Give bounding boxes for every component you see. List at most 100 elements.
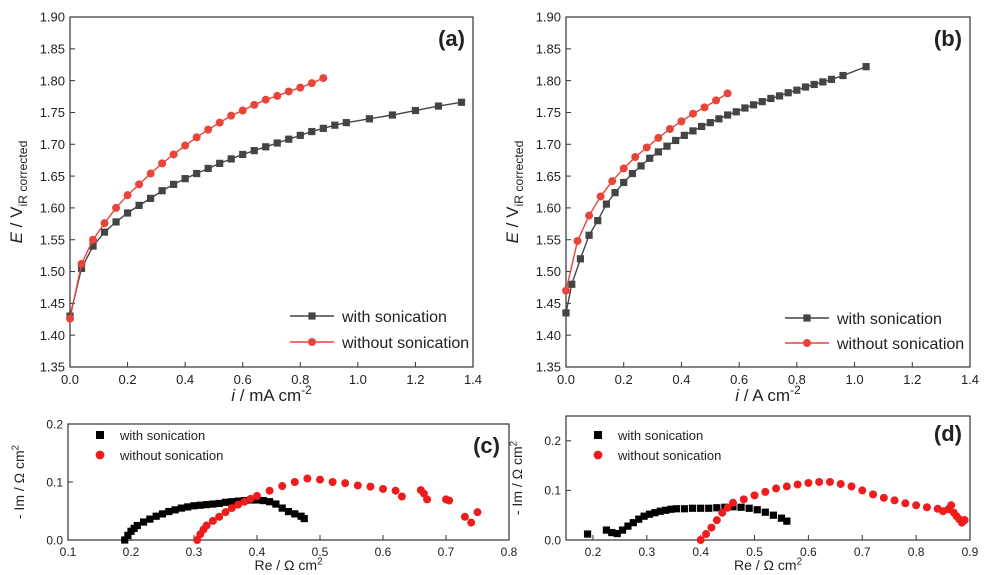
data-point [303, 474, 312, 483]
plot-frame [69, 16, 474, 368]
data-point [473, 508, 482, 517]
data-point [365, 115, 373, 123]
x-tick-label: 0.2 [119, 372, 137, 387]
data-point [784, 89, 792, 97]
data-point [353, 481, 362, 490]
x-axis-sup: 2 [317, 556, 322, 567]
x-axis-label: i / A cm-2 [735, 383, 801, 405]
data-point [723, 89, 732, 98]
data-point [165, 507, 173, 516]
x-axis-label: Re / Ω cm2 [254, 556, 322, 573]
data-point [562, 309, 570, 317]
x-tick-label: 1.0 [349, 372, 367, 387]
data-point [793, 86, 801, 94]
data-point [562, 286, 570, 295]
y-tick-label: 1.40 [536, 328, 561, 343]
x-axis-text: / mA cm [235, 386, 301, 405]
data-point [810, 80, 818, 89]
y-tick-label: 0.1 [544, 484, 561, 498]
data-point [146, 169, 155, 178]
data-point [133, 521, 141, 530]
data-point [388, 111, 396, 119]
panel-label: (a) [438, 26, 465, 51]
data-point [576, 255, 585, 263]
y-axis-symbol: E [503, 231, 522, 243]
data-point [697, 504, 705, 512]
data-point [869, 490, 878, 499]
data-point [596, 192, 605, 201]
data-point [300, 514, 308, 523]
data-point [680, 131, 688, 139]
x-tick-label: 0.3 [638, 545, 655, 559]
x-axis-sup: -2 [301, 383, 312, 397]
data-point [611, 189, 619, 197]
data-point [712, 516, 721, 525]
y-tick-label: 1.35 [536, 360, 561, 375]
legend-label: with sonication [341, 309, 447, 326]
data-point [209, 500, 217, 508]
data-point [266, 498, 274, 506]
series-line [565, 65, 867, 314]
x-axis-sup: -2 [790, 383, 801, 397]
data-point [825, 477, 834, 486]
y-tick-label: 1.70 [40, 137, 65, 152]
data-point [629, 519, 637, 527]
data-point [654, 133, 663, 142]
legend-label: without sonication [119, 448, 223, 463]
plot-frame [565, 16, 971, 368]
panel-label: (c) [473, 433, 500, 458]
data-point [147, 194, 155, 202]
data-point [698, 122, 706, 131]
data-point [227, 111, 236, 120]
y-axis-sup: 2 [508, 441, 519, 446]
data-point [656, 507, 664, 515]
panel-label: (d) [934, 421, 962, 446]
data-point [423, 495, 432, 504]
plot-frame [565, 415, 971, 541]
data-point [181, 175, 189, 183]
x-tick-label: 0.5 [746, 545, 763, 559]
x-axis-symbol: i [735, 386, 740, 405]
data-point [680, 505, 689, 513]
data-point [745, 504, 753, 512]
data-point [158, 187, 166, 195]
x-tick-label: 0.5 [312, 545, 329, 559]
data-point [901, 499, 910, 508]
data-point [608, 177, 617, 186]
x-tick-label: 0.4 [249, 545, 266, 559]
data-point [783, 517, 791, 525]
data-point [715, 115, 723, 123]
data-point [960, 516, 969, 525]
data-point [767, 94, 775, 103]
data-point [239, 150, 247, 159]
data-point [594, 217, 602, 225]
data-point [858, 486, 867, 495]
data-point [712, 96, 721, 105]
data-point [672, 505, 681, 513]
data-point [445, 496, 454, 505]
y-axis-sub: iR corrected [16, 140, 30, 206]
data-point [169, 150, 178, 159]
y-tick-label: 0.0 [544, 533, 561, 547]
data-point [227, 504, 236, 513]
data-point [284, 507, 293, 516]
data-point [460, 512, 469, 521]
data-point [663, 142, 671, 150]
data-point [379, 484, 387, 493]
x-tick-label: 1.2 [406, 372, 424, 387]
data-point [250, 100, 259, 109]
x-tick-label: 0.8 [788, 372, 806, 387]
data-point [77, 264, 86, 272]
data-point [700, 103, 709, 112]
data-point [204, 125, 213, 134]
data-point [912, 501, 921, 510]
data-point [171, 506, 179, 514]
x-tick-label: 0.7 [438, 545, 455, 559]
data-point [319, 74, 328, 83]
data-point [204, 164, 212, 173]
series-line [69, 77, 324, 319]
y-tick-label: 0.0 [46, 533, 63, 547]
data-point [290, 478, 299, 486]
x-tick-label: 0.0 [557, 372, 575, 387]
x-tick-label: 0.4 [692, 545, 709, 559]
